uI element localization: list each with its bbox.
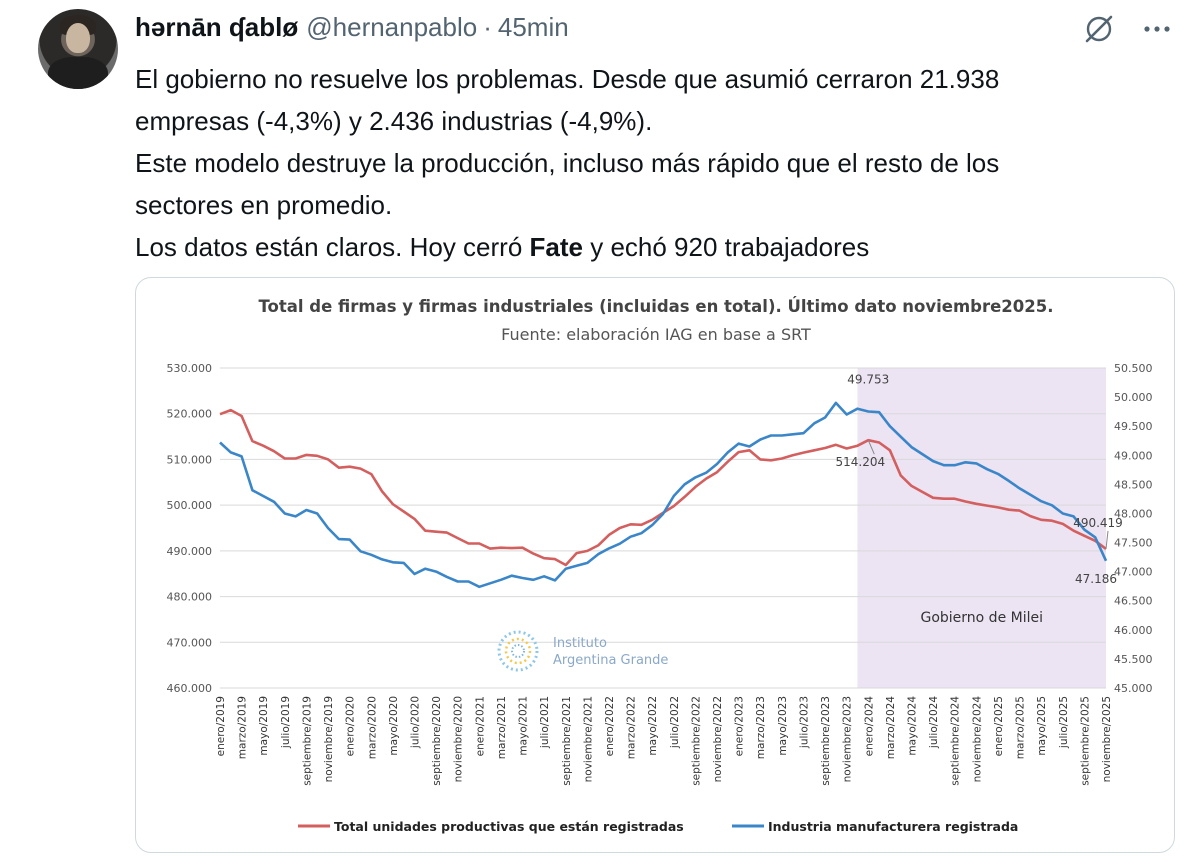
grok-slash-icon[interactable] [1082, 12, 1116, 46]
avatar[interactable] [38, 9, 118, 89]
chart-svg: Total de firmas y firmas industriales (i… [167, 297, 1153, 834]
x-tick-label: enero/2021 [474, 696, 486, 756]
x-tick-label: noviembre/2025 [1101, 696, 1113, 782]
x-tick-label: enero/2023 [734, 696, 746, 756]
milei-shaded-region [857, 368, 1106, 688]
x-tick-label: enero/2025 [993, 696, 1005, 756]
x-tick-label: marzo/2021 [496, 696, 508, 759]
x-tick-label: septiembre/2025 [1079, 696, 1091, 786]
x-tick-label: mayo/2025 [1036, 696, 1048, 756]
chart-title: Total de firmas y firmas industriales (i… [258, 297, 1053, 316]
watermark-logo [497, 630, 539, 672]
x-tick-label: mayo/2022 [647, 696, 659, 756]
x-tick-label: enero/2022 [604, 696, 616, 756]
y-left-tick-label: 510.000 [167, 453, 213, 466]
x-tick-label: marzo/2022 [626, 696, 638, 759]
data-label-leader [1105, 530, 1109, 549]
x-tick-label: marzo/2019 [237, 696, 249, 759]
tweet-line-4: sectores en promedio. [135, 190, 393, 220]
y-right-tick-label: 48.500 [1114, 478, 1153, 491]
chart-subtitle: Fuente: elaboración IAG en base a SRT [501, 325, 811, 344]
more-dots-icon[interactable] [1140, 12, 1174, 46]
x-tick-label: noviembre/2024 [971, 696, 983, 783]
x-tick-label: julio/2023 [798, 696, 810, 749]
data-label: 49.753 [847, 372, 889, 386]
tweet-line-5-start: Los datos están claros. Hoy cerró [135, 232, 530, 262]
tweet-media-chart[interactable]: Total de firmas y firmas industriales (i… [135, 277, 1175, 853]
tweet-line-2: empresas (-4,3%) y 2.436 industrias (-4,… [135, 106, 653, 136]
watermark-text-line1: Instituto [553, 636, 607, 651]
y-right-tick-label: 45.000 [1114, 682, 1153, 695]
series-line-industry [219, 401, 1108, 589]
y-right-tick-label: 46.000 [1114, 624, 1153, 637]
y-right-tick-label: 47.000 [1114, 566, 1153, 579]
tweet-header: hərnān ʠablø @hernanpablo · 45min [135, 12, 569, 42]
y-left-tick-label: 520.000 [167, 408, 213, 421]
data-label-leader [867, 440, 875, 455]
x-tick-label: mayo/2023 [777, 696, 789, 756]
watermark-text-line2: Argentina Grande [553, 653, 668, 668]
x-tick-label: noviembre/2020 [453, 696, 465, 782]
tweet-text: El gobierno no resuelve los problemas. D… [135, 58, 1180, 268]
y-right-tick-label: 49.000 [1114, 449, 1153, 462]
x-tick-label: noviembre/2021 [582, 696, 594, 782]
author-name[interactable]: hərnān ʠablø [135, 12, 299, 42]
data-label: 490.419 [1073, 516, 1123, 530]
x-tick-label: enero/2020 [345, 696, 357, 756]
y-right-tick-label: 49.500 [1114, 420, 1153, 433]
x-tick-label: enero/2019 [215, 696, 227, 756]
x-tick-label: noviembre/2023 [842, 696, 854, 782]
x-tick-label: septiembre/2020 [431, 696, 443, 786]
x-tick-label: marzo/2024 [885, 696, 897, 759]
tweet-timestamp[interactable]: 45min [497, 12, 569, 42]
x-tick-label: mayo/2020 [388, 696, 400, 756]
y-left-tick-label: 470.000 [167, 636, 213, 649]
x-tick-label: septiembre/2024 [950, 696, 962, 786]
y-left-tick-label: 490.000 [167, 545, 213, 558]
x-tick-label: marzo/2020 [366, 696, 378, 759]
x-tick-label: julio/2022 [669, 696, 681, 749]
x-tick-label: julio/2021 [539, 696, 551, 749]
y-left-tick-label: 500.000 [167, 499, 213, 512]
x-tick-label: septiembre/2021 [561, 696, 573, 786]
x-tick-label: marzo/2023 [755, 696, 767, 759]
x-tick-label: septiembre/2022 [690, 696, 702, 786]
x-tick-label: julio/2019 [280, 696, 292, 749]
x-tick-label: septiembre/2019 [301, 696, 313, 786]
y-right-tick-label: 45.500 [1114, 653, 1153, 666]
tweet-line-5: Los datos están claros. Hoy cerró Fate y… [135, 226, 1180, 268]
data-label: 47.186 [1075, 572, 1117, 586]
data-label: 514.204 [835, 455, 885, 469]
avatar-face [66, 23, 90, 53]
legend-red-label: Total unidades productivas que están reg… [334, 819, 684, 834]
y-right-tick-label: 46.500 [1114, 595, 1153, 608]
x-tick-label: marzo/2025 [1015, 696, 1027, 759]
tweet-line-5-end: y echó 920 trabajadores [583, 232, 870, 262]
x-tick-label: mayo/2019 [258, 696, 270, 756]
x-tick-label: mayo/2024 [907, 696, 919, 756]
y-left-tick-label: 530.000 [167, 362, 213, 375]
y-right-tick-label: 50.000 [1114, 391, 1153, 404]
tweet-line-3: Este modelo destruye la producción, incl… [135, 148, 1000, 178]
y-right-tick-label: 50.500 [1114, 362, 1153, 375]
header-separator: · [483, 12, 492, 42]
x-tick-label: julio/2024 [928, 696, 940, 749]
x-tick-label: enero/2024 [863, 696, 875, 757]
author-handle[interactable]: @hernanpablo [306, 12, 478, 42]
y-right-tick-label: 47.500 [1114, 537, 1153, 550]
x-tick-label: noviembre/2019 [323, 696, 335, 782]
y-left-tick-label: 460.000 [167, 682, 213, 695]
x-tick-label: noviembre/2022 [712, 696, 724, 782]
x-tick-label: septiembre/2023 [820, 696, 832, 786]
y-right-tick-label: 48.000 [1114, 507, 1153, 520]
tweet-line-1: El gobierno no resuelve los problemas. D… [135, 64, 1000, 94]
avatar-shirt [48, 57, 108, 89]
legend-blue-label: Industria manufacturera registrada [768, 819, 1018, 834]
x-tick-label: mayo/2021 [518, 696, 530, 756]
shaded-region-label: Gobierno de Milei [920, 610, 1043, 626]
tweet-bold-fate: Fate [529, 232, 583, 262]
y-left-tick-label: 480.000 [167, 591, 213, 604]
x-tick-label: julio/2020 [409, 696, 421, 749]
x-tick-label: julio/2025 [1058, 696, 1070, 749]
